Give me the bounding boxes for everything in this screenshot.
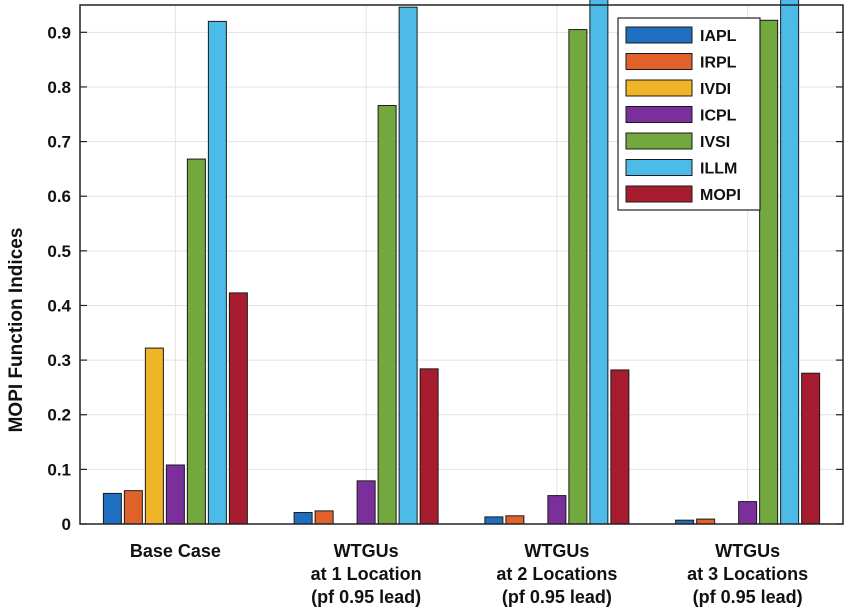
bar-irpl-1 xyxy=(123,490,143,525)
legend-swatch-illm xyxy=(625,159,693,176)
bar-mopi-1 xyxy=(228,292,248,525)
bar-illm-4 xyxy=(780,0,800,525)
x-category-label: WTGUs xyxy=(524,541,589,561)
legend-swatch-iapl xyxy=(625,26,693,44)
y-tick-label: 0.7 xyxy=(47,133,71,152)
x-category-label: at 1 Location xyxy=(311,564,422,584)
bar-irpl-2 xyxy=(314,510,334,525)
legend-label-irpl: IRPL xyxy=(700,55,737,72)
y-tick-label: 0.2 xyxy=(47,406,71,425)
bar-ivdi-1 xyxy=(144,347,164,525)
y-tick-label: 0.1 xyxy=(47,460,71,479)
bar-irpl-3 xyxy=(505,515,525,525)
bar-icpl-3 xyxy=(547,495,567,525)
y-tick-label: 0.8 xyxy=(47,78,71,97)
y-axis-ticks: 0 0.1 0.2 0.3 0.4 0.5 0.6 0.7 0.8 0.9 xyxy=(47,23,843,534)
y-tick-label: 0.4 xyxy=(47,296,71,315)
legend-swatch-irpl xyxy=(625,53,693,70)
legend-swatch-ivdi xyxy=(625,79,693,97)
bar-icpl-4 xyxy=(738,501,758,525)
x-category-label: at 2 Locations xyxy=(496,564,617,584)
legend-label-illm: ILLM xyxy=(700,161,737,178)
y-tick-label: 0.9 xyxy=(47,23,71,42)
bar-mopi-4 xyxy=(801,372,821,525)
y-axis-title: MOPI Function Indices xyxy=(6,228,27,433)
bar-mopi-3 xyxy=(610,369,630,525)
bar-mopi-2 xyxy=(419,368,439,525)
bar-ivsi-2 xyxy=(377,105,397,525)
bar-iapl-2 xyxy=(293,512,313,525)
bar-icpl-2 xyxy=(356,480,376,525)
x-category-label: at 3 Locations xyxy=(687,564,808,584)
bar-ivsi-4 xyxy=(759,19,779,525)
legend-swatch-icpl xyxy=(625,106,693,123)
bar-icpl-1 xyxy=(165,464,185,525)
x-axis-category-labels: Base Case WTGUs at 1 Location (pf 0.95 lead… xyxy=(130,541,808,607)
x-category-label: (pf 0.95 lead) xyxy=(693,587,803,607)
plot-frame xyxy=(79,4,844,525)
y-tick-label: 0.6 xyxy=(47,187,71,206)
bar-illm-3 xyxy=(589,0,609,525)
legend-label-icpl: ICPL xyxy=(700,108,737,125)
legend-label-mopi: MOPI xyxy=(700,187,741,204)
y-tick-label: 0.3 xyxy=(47,351,71,370)
legend-label-ivdi: IVDI xyxy=(700,81,731,98)
y-tick-label: 0.5 xyxy=(47,242,71,261)
legend-label-iapl: IAPL xyxy=(700,28,737,45)
bar-ivsi-3 xyxy=(568,29,588,525)
x-category-label: (pf 0.95 lead) xyxy=(502,587,612,607)
legend: IAPL IRPL IVDI ICPL IVSI ILLM MOPI xyxy=(617,17,761,211)
x-category-label: WTGUs xyxy=(715,541,780,561)
bar-illm-1 xyxy=(207,20,227,525)
legend-swatch-ivsi xyxy=(625,132,693,150)
grid-lines xyxy=(80,5,843,525)
legend-label-ivsi: IVSI xyxy=(700,134,730,151)
bar-iapl-3 xyxy=(484,516,504,525)
x-category-label: WTGUs xyxy=(334,541,399,561)
x-category-label: Base Case xyxy=(130,541,221,561)
legend-swatch-mopi xyxy=(625,185,693,203)
bar-illm-2 xyxy=(398,6,418,525)
bar-ivsi-1 xyxy=(186,158,206,525)
x-category-label: (pf 0.95 lead) xyxy=(311,587,421,607)
y-tick-label: 0 xyxy=(62,515,71,534)
bar-iapl-1 xyxy=(102,492,122,525)
